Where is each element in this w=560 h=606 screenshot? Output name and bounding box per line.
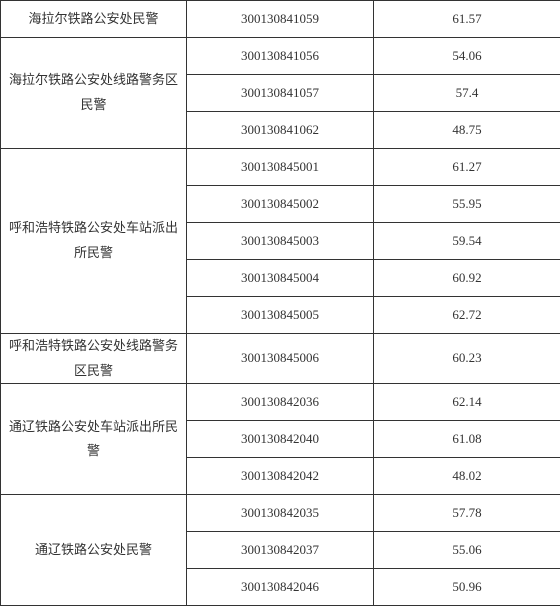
score-cell: 57.4	[374, 75, 560, 112]
code-cell: 300130841062	[187, 112, 374, 149]
code-cell: 300130842046	[187, 569, 374, 606]
table-row: 通辽铁路公安处民警 300130842035 57.78	[1, 495, 560, 532]
data-table: 海拉尔铁路公安处民警 300130841059 61.57 海拉尔铁路公安处线路…	[0, 0, 560, 606]
code-cell: 300130845005	[187, 297, 374, 334]
code-cell: 300130845002	[187, 186, 374, 223]
score-cell: 57.78	[374, 495, 560, 532]
score-cell: 54.06	[374, 38, 560, 75]
score-cell: 60.23	[374, 334, 560, 384]
score-cell: 61.27	[374, 149, 560, 186]
code-cell: 300130845006	[187, 334, 374, 384]
code-cell: 300130841059	[187, 1, 374, 38]
table-row: 海拉尔铁路公安处民警 300130841059 61.57	[1, 1, 560, 38]
table-row: 通辽铁路公安处车站派出所民警 300130842036 62.14	[1, 384, 560, 421]
code-cell: 300130845004	[187, 260, 374, 297]
score-cell: 61.57	[374, 1, 560, 38]
code-cell: 300130842035	[187, 495, 374, 532]
table-row: 呼和浩特铁路公安处线路警务区民警 300130845006 60.23	[1, 334, 560, 384]
label-cell: 通辽铁路公安处车站派出所民警	[1, 384, 187, 495]
code-cell: 300130841056	[187, 38, 374, 75]
table-row: 海拉尔铁路公安处线路警务区民警 300130841056 54.06	[1, 38, 560, 75]
label-cell: 海拉尔铁路公安处民警	[1, 1, 187, 38]
label-cell: 海拉尔铁路公安处线路警务区民警	[1, 38, 187, 149]
label-cell: 呼和浩特铁路公安处线路警务区民警	[1, 334, 187, 384]
code-cell: 300130845001	[187, 149, 374, 186]
code-cell: 300130842042	[187, 458, 374, 495]
score-cell: 50.96	[374, 569, 560, 606]
score-cell: 62.72	[374, 297, 560, 334]
code-cell: 300130842037	[187, 532, 374, 569]
score-cell: 48.75	[374, 112, 560, 149]
code-cell: 300130845003	[187, 223, 374, 260]
label-cell: 呼和浩特铁路公安处车站派出所民警	[1, 149, 187, 334]
label-cell: 通辽铁路公安处民警	[1, 495, 187, 606]
code-cell: 300130842036	[187, 384, 374, 421]
score-cell: 55.06	[374, 532, 560, 569]
code-cell: 300130842040	[187, 421, 374, 458]
score-cell: 60.92	[374, 260, 560, 297]
score-cell: 62.14	[374, 384, 560, 421]
table-row: 呼和浩特铁路公安处车站派出所民警 300130845001 61.27	[1, 149, 560, 186]
score-cell: 55.95	[374, 186, 560, 223]
code-cell: 300130841057	[187, 75, 374, 112]
score-cell: 61.08	[374, 421, 560, 458]
score-cell: 48.02	[374, 458, 560, 495]
score-cell: 59.54	[374, 223, 560, 260]
